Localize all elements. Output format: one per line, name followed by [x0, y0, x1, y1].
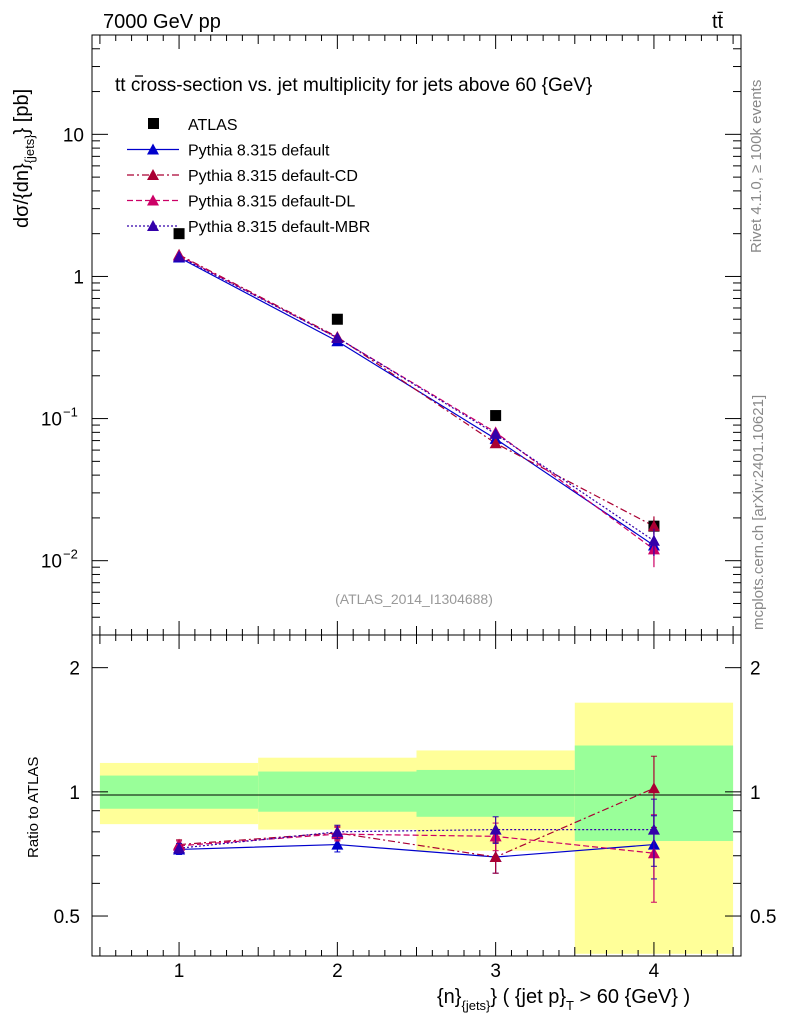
main-y-label: dσ/{dn}{jets}} [pb] — [11, 89, 37, 228]
ratio-data-point — [647, 823, 660, 835]
ratio-series — [173, 755, 660, 903]
ratio-data-point — [331, 825, 344, 837]
main-line-2 — [178, 254, 655, 527]
mcplots-label: mcplots.cern.ch [arXiv:2401.10621] — [750, 395, 767, 630]
x-axis-label: {n}{jets}} ( {jet p}T > 60 {GeV} ) — [437, 986, 690, 1013]
ratio-x-tick-labels: 1 2 3 4 — [174, 961, 660, 982]
ratio-y-tick-label: 0.5 — [54, 907, 80, 928]
legend-marker — [147, 143, 159, 155]
ratio-data-point — [173, 842, 186, 854]
main-y-tick-exponent: −1 — [63, 405, 78, 420]
legend: ATLAS Pythia 8.315 default Pythia 8.315 de… — [127, 117, 370, 236]
ratio-y-tick-labels: 0.5 0.5 1 1 2 2 — [54, 659, 777, 928]
analysis-watermark: (ATLAS_2014_I1304688) — [335, 591, 493, 607]
mc-data-point — [647, 520, 660, 532]
atlas-data-point — [331, 313, 343, 325]
legend-label: Pythia 8.315 default — [188, 143, 330, 160]
ratio-line-2 — [179, 833, 655, 854]
main-line-3 — [178, 255, 655, 550]
process-label: tt̄ — [712, 11, 724, 33]
ratio-panel: 0.5 0.5 1 1 2 2 1 2 3 4 Ratio to ATLAS {n}{jets}… — [25, 634, 777, 1013]
ratio-inner-band — [258, 771, 417, 812]
mc-data-point — [489, 427, 502, 439]
main-y-tick-label: 1 — [73, 267, 84, 288]
ratio-axis-ticks — [92, 635, 741, 956]
legend-label: Pythia 8.315 default-DL — [188, 194, 355, 211]
ratio-data-point — [331, 838, 344, 850]
ratio-inner-band — [416, 769, 575, 817]
x-tick-label: 2 — [332, 961, 343, 982]
legend-marker — [147, 194, 159, 206]
main-series — [173, 228, 660, 568]
ratio-y-tick-label-right: 2 — [750, 659, 761, 680]
legend-marker — [147, 169, 159, 180]
legend-marker — [148, 118, 159, 129]
main-axis-ticks — [92, 34, 741, 636]
ratio-inner-band — [99, 775, 259, 809]
rivet-label: Rivet 4.1.0, ≥ 100k events — [748, 80, 765, 253]
ratio-line-0 — [179, 843, 654, 858]
atlas-data-point — [173, 228, 185, 240]
legend-marker — [147, 220, 159, 231]
x-tick-label: 4 — [649, 961, 660, 982]
main-title: tt cross-section vs. jet multiplicity fo… — [115, 75, 592, 96]
ratio-y-tick-label: 1 — [69, 783, 80, 804]
mc-data-point — [331, 331, 344, 343]
ratio-y-tick-label-right: 1 — [750, 783, 761, 804]
ratio-data-point — [647, 782, 660, 794]
ratio-line-3 — [178, 828, 654, 849]
x-tick-label: 3 — [490, 961, 501, 982]
main-y-tick-label: 10 — [41, 552, 62, 573]
ratio-line-1 — [179, 787, 655, 858]
ratio-data-point — [489, 851, 502, 863]
ratio-bands — [99, 702, 734, 954]
ratio-y-tick-label-right: 0.5 — [750, 907, 776, 928]
ratio-y-label: Ratio to ATLAS — [25, 757, 42, 858]
main-line-1 — [178, 256, 655, 546]
legend-label: ATLAS — [188, 117, 238, 134]
main-y-tick-exponent: −2 — [63, 547, 78, 562]
mc-data-point — [489, 437, 502, 449]
x-tick-label: 1 — [174, 961, 185, 982]
main-y-tick-label: 10 — [63, 125, 84, 146]
legend-label: Pythia 8.315 default-MBR — [188, 219, 370, 236]
ratio-y-tick-label: 2 — [69, 659, 80, 680]
atlas-data-point — [490, 410, 502, 422]
main-y-tick-label: 10 — [41, 410, 62, 431]
mc-data-point — [173, 250, 186, 262]
legend-label: Pythia 8.315 default-CD — [188, 168, 358, 185]
main-line-4 — [178, 256, 655, 542]
mc-data-point — [647, 534, 660, 546]
ratio-data-point — [489, 823, 502, 835]
energy-label: 7000 GeV pp — [103, 11, 221, 33]
ratio-frame — [91, 634, 742, 957]
